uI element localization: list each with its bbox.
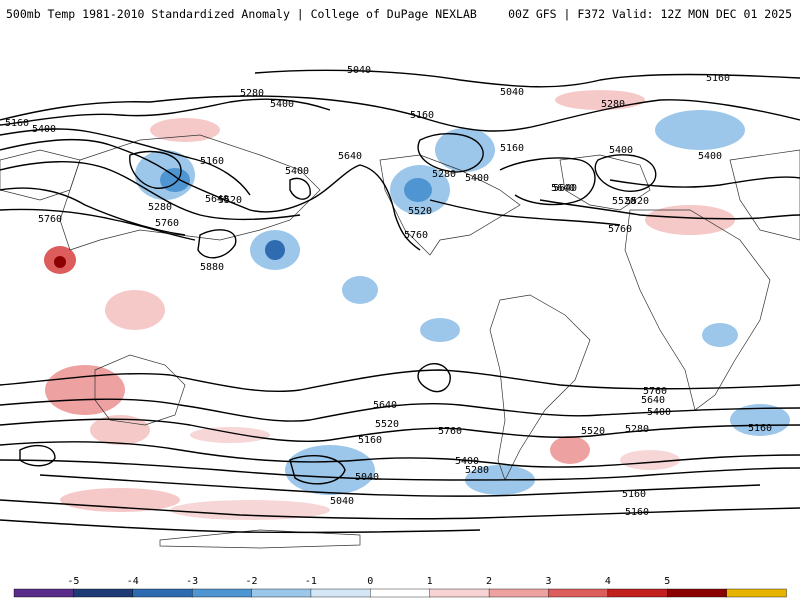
contour-label: 5760	[643, 386, 667, 397]
colorbar-tick-label: 2	[486, 576, 492, 587]
contour-label: 5640	[551, 183, 575, 194]
contour-label: 5640	[338, 151, 362, 162]
height-contours	[0, 69, 800, 534]
colorbar-tick-label: -3	[186, 576, 198, 587]
contour-label: 5280	[432, 169, 456, 180]
contour-label: 5160	[706, 73, 730, 84]
contour-label: 5520	[625, 196, 649, 207]
contour-label: 5280	[625, 424, 649, 435]
contour-label: 5400	[32, 124, 56, 135]
contour-label: 5520	[408, 206, 432, 217]
contour-labels: 5040 5160 5280 5400 5520 5640 5760 5880 …	[5, 65, 772, 518]
contour-label: 5160	[625, 507, 649, 518]
contour-label: 5040	[330, 496, 354, 507]
colorbar-segment	[726, 588, 787, 598]
colorbar-segment	[191, 588, 253, 598]
contour-label: 5880	[200, 262, 224, 273]
contour-label: 5640	[641, 395, 665, 406]
colorbar-segment	[370, 588, 431, 598]
contour-label: 5640	[205, 194, 229, 205]
contour-label: 5280	[601, 99, 625, 110]
map-title: 500mb Temp 1981-2010 Standardized Anomal…	[6, 7, 477, 21]
colorbar-segment	[548, 588, 609, 598]
continent-outlines	[0, 134, 800, 549]
contour-label: 5280	[240, 88, 264, 99]
contour-label: 5520	[218, 195, 242, 206]
contour-label: 5520	[581, 426, 605, 437]
anomaly-map: 5040 5160 5280 5400 5520 5640 5760 5880 …	[0, 40, 800, 558]
contour-label: 5760	[404, 230, 428, 241]
map-canvas: 5040 5160 5280 5400 5520 5640 5760 5880 …	[0, 40, 800, 558]
contour-label: 5160	[358, 435, 382, 446]
contour-label: 5280	[148, 202, 172, 213]
contour-label: 5040	[347, 65, 371, 76]
colorbar-segment	[73, 588, 134, 598]
model-run-info: 00Z GFS | F372 Valid: 12Z MON DEC 01 202…	[508, 7, 792, 21]
contour-label: 5040	[500, 87, 524, 98]
colorbar-segment	[132, 588, 193, 598]
contour-label: 5400	[455, 456, 479, 467]
colorbar-tick-label: 1	[427, 576, 433, 587]
contour-label: 5400	[285, 166, 309, 177]
colorbar-tick-label: 0	[367, 576, 373, 587]
colorbar-segment	[13, 588, 75, 598]
contour-label: 5160	[5, 118, 29, 129]
contour-label: 5400	[647, 407, 671, 418]
contour-label: 5400	[609, 145, 633, 156]
contour-label: 5520	[612, 196, 636, 207]
contour-label: 5640	[553, 183, 577, 194]
contour-label: 5640	[373, 400, 397, 411]
contour-label: 5400	[270, 99, 294, 110]
colorbar-segment	[488, 588, 550, 598]
anomaly-colorbar: -5 -4 -3 -2 -1 0 1 2 3 4 5	[0, 570, 800, 600]
colorbar-tick-label: -4	[127, 576, 139, 587]
colorbar-tick-label: -1	[305, 576, 317, 587]
colorbar-tick-label: 3	[545, 576, 551, 587]
colorbar-tick-label: -5	[67, 576, 79, 587]
contour-label: 5760	[438, 426, 462, 437]
contour-label: 5160	[622, 489, 646, 500]
contour-label: 5760	[38, 214, 62, 225]
colorbar-canvas: -5 -4 -3 -2 -1 0 1 2 3 4 5	[13, 576, 787, 598]
colorbar-segment	[310, 588, 372, 598]
colorbar-segment	[251, 588, 312, 598]
colorbar-tick-label: -2	[246, 576, 258, 587]
contour-label: 5160	[500, 143, 524, 154]
contour-label: 5160	[748, 423, 772, 434]
contour-label: 5040	[355, 472, 379, 483]
colorbar-tick-label: 5	[664, 576, 670, 587]
contour-label: 5400	[698, 151, 722, 162]
contour-label: 5160	[410, 110, 434, 121]
contour-label: 5280	[465, 465, 489, 476]
colorbar-segment	[667, 588, 728, 598]
contour-label: 5400	[465, 173, 489, 184]
contour-label: 5160	[200, 156, 224, 167]
colorbar-segment	[429, 588, 490, 598]
contour-label: 5520	[375, 419, 399, 430]
colorbar-tick-label: 4	[605, 576, 611, 587]
contour-label: 5760	[608, 224, 632, 235]
map-header: 500mb Temp 1981-2010 Standardized Anomal…	[0, 0, 800, 28]
contour-label: 5760	[155, 218, 179, 229]
colorbar-segment	[607, 588, 668, 598]
